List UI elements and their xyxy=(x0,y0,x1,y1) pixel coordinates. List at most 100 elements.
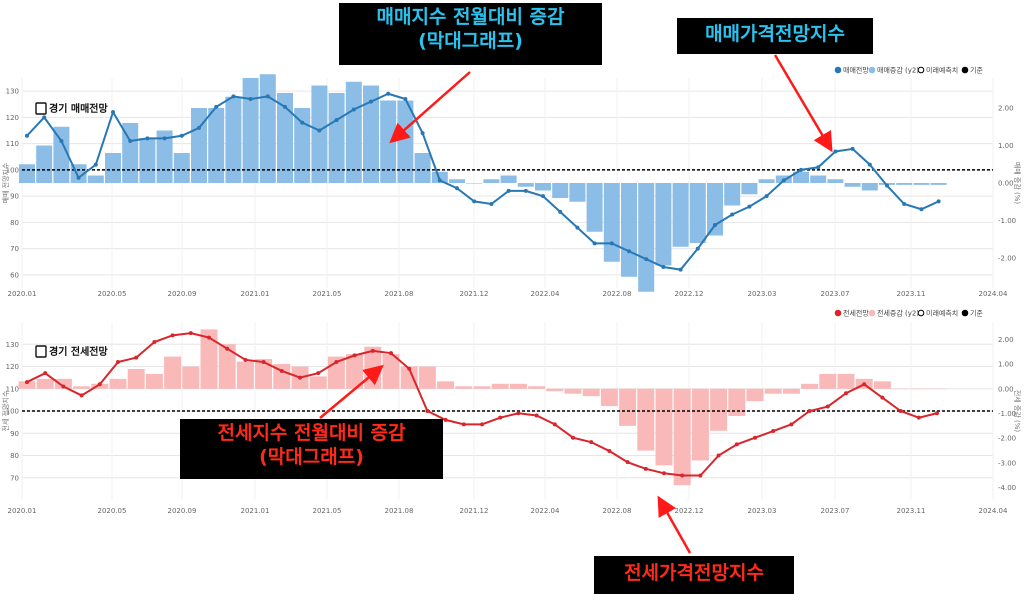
line-point xyxy=(317,128,322,133)
line-point xyxy=(437,178,442,183)
line-point xyxy=(59,139,64,143)
bar xyxy=(87,175,104,183)
bar xyxy=(655,183,672,266)
line-point xyxy=(214,104,219,109)
bar xyxy=(741,183,758,195)
jeonse-forecast-chart: 70 80 90 100 110 120 130 2020.01 2020.05 2020.09 2… xyxy=(1,309,1022,516)
bar xyxy=(819,373,837,389)
bar xyxy=(552,183,569,198)
bar xyxy=(564,388,582,394)
line-point xyxy=(816,165,821,170)
line-point xyxy=(116,360,120,365)
y2-tick-label: -1.00 xyxy=(998,217,1016,225)
y-tick-label: 80 xyxy=(10,219,19,227)
bar xyxy=(294,108,311,183)
bar xyxy=(861,183,878,191)
line-point xyxy=(807,409,812,413)
x-tick-label: 2021.05 xyxy=(313,290,342,298)
bar xyxy=(758,179,775,183)
legend-marker xyxy=(917,309,925,317)
line-point xyxy=(609,241,614,246)
x-tick-label: 2023.03 xyxy=(748,290,777,298)
line-point xyxy=(885,183,889,188)
line-point xyxy=(334,118,339,122)
bar xyxy=(105,153,121,183)
line-point xyxy=(243,357,248,362)
annotation-arrows xyxy=(319,54,833,554)
y-tick-label: 130 xyxy=(6,341,19,349)
bar xyxy=(328,93,345,183)
annotation-arrow xyxy=(389,71,471,144)
bar xyxy=(913,183,930,185)
line-point xyxy=(558,209,563,214)
bar xyxy=(191,108,207,183)
annotation-arrow xyxy=(657,495,692,554)
line-point xyxy=(93,162,98,167)
bar xyxy=(127,368,145,389)
line-point xyxy=(351,107,356,112)
line-point xyxy=(334,360,339,365)
line-point xyxy=(936,199,941,204)
bar xyxy=(455,386,473,389)
bar xyxy=(896,183,913,185)
legend-marker xyxy=(834,66,842,74)
bar xyxy=(346,354,364,389)
series-line xyxy=(26,332,938,477)
bar xyxy=(500,175,517,183)
line-point xyxy=(472,199,477,204)
y2-tick-label: 2.00 xyxy=(998,336,1014,344)
y-tick-label: 60 xyxy=(10,271,19,279)
line-point xyxy=(661,265,666,269)
bar xyxy=(109,378,127,389)
bar xyxy=(273,364,291,389)
bar xyxy=(810,175,827,183)
y2-tick-label: 0.00 xyxy=(998,180,1014,188)
chart-logo-icon xyxy=(35,102,47,115)
bar xyxy=(382,354,400,389)
bar xyxy=(673,388,691,486)
legend-marker xyxy=(917,66,925,74)
bar xyxy=(728,388,746,416)
line-point xyxy=(279,368,284,373)
line-point xyxy=(386,91,391,96)
chart-logo-icon xyxy=(35,345,47,358)
line-point xyxy=(734,442,739,447)
legend-label: 전세증감 (y2) xyxy=(877,309,919,318)
line-point xyxy=(844,391,848,396)
bar xyxy=(431,171,448,183)
bar xyxy=(73,386,91,389)
line-point xyxy=(61,384,66,389)
line-point xyxy=(498,415,503,420)
bar xyxy=(255,359,273,389)
line-point xyxy=(644,257,649,262)
line-point xyxy=(643,466,648,471)
line-point xyxy=(283,104,287,109)
x-tick-label: 2021.12 xyxy=(460,290,489,298)
y-tick-label: 110 xyxy=(6,140,19,148)
line-point xyxy=(695,246,700,251)
line-point xyxy=(771,429,776,434)
line-point xyxy=(862,382,867,387)
x-tick-label: 2023.03 xyxy=(748,507,777,515)
bar xyxy=(54,378,72,389)
line-point xyxy=(43,371,48,376)
y2-tick-label: -1.00 xyxy=(998,410,1016,418)
y-tick-label: 70 xyxy=(10,474,19,482)
line-point xyxy=(207,335,211,340)
line-point xyxy=(42,115,47,120)
x-tick-label: 2024.04 xyxy=(979,290,1008,298)
callout-sale-line-text: 매매가격전망지수 xyxy=(705,23,845,45)
line-point xyxy=(716,453,721,458)
line-point xyxy=(730,212,735,217)
series-line xyxy=(26,92,940,271)
x-tick-label: 2020.05 xyxy=(98,507,127,515)
y2-axis-title: 전세 증감 (%) xyxy=(1013,390,1022,433)
y2-tick-label: 0.00 xyxy=(998,385,1014,393)
line-point xyxy=(225,346,230,351)
legend-marker xyxy=(961,66,969,74)
line-point xyxy=(261,360,266,365)
line-point xyxy=(179,133,184,138)
line-point xyxy=(592,241,597,246)
line-point xyxy=(134,355,139,360)
